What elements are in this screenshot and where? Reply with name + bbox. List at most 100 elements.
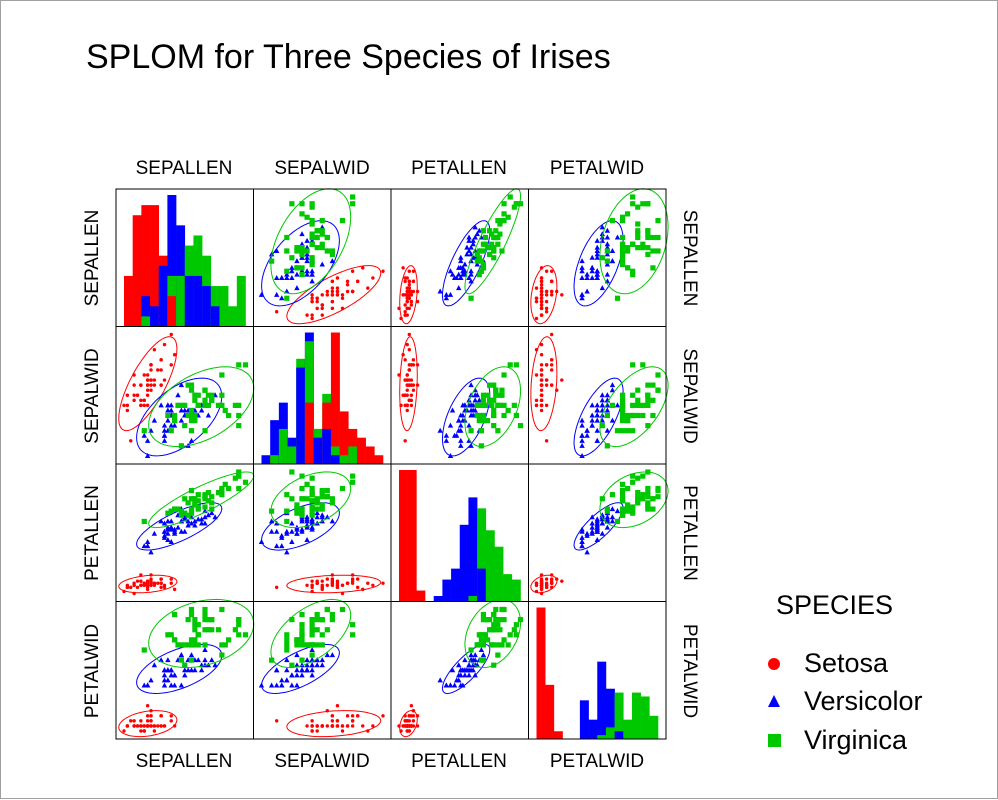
point-versicolor-9: [151, 417, 158, 423]
point-setosa-37: [142, 373, 146, 377]
ellipse-versicolor: [136, 502, 223, 551]
point-setosa-44: [415, 363, 420, 367]
point-virginica-20: [645, 494, 651, 500]
point-versicolor-27: [614, 234, 621, 240]
point-setosa-35: [320, 293, 324, 297]
point-versicolor-31: [279, 534, 285, 540]
point-versicolor-49: [168, 526, 174, 532]
point-virginica-30: [501, 211, 507, 217]
point-virginica-22: [299, 632, 305, 638]
ellipse-group-virginica: [464, 188, 522, 295]
point-virginica-30: [299, 485, 305, 492]
ellipse-versicolor: [136, 377, 223, 457]
point-virginica-48: [329, 500, 335, 506]
point-virginica-11: [484, 637, 491, 643]
point-virginica-9: [655, 485, 661, 492]
point-virginica-14: [650, 265, 656, 271]
point-versicolor-27: [478, 647, 485, 652]
point-virginica-34: [491, 423, 497, 429]
point-virginica-2: [215, 627, 222, 633]
point-virginica-46: [478, 637, 484, 643]
point-virginica-47: [195, 504, 201, 510]
point-virginica-36: [491, 248, 497, 254]
bottom-label-petalwid: PETALWID: [550, 751, 644, 772]
point-versicolor-32: [589, 417, 595, 423]
point-setosa-26: [145, 714, 150, 718]
point-versicolor-25: [466, 662, 472, 668]
point-virginica-28: [635, 412, 641, 419]
point-versicolor-48: [284, 549, 290, 555]
point-virginica-26: [474, 251, 480, 257]
point-setosa-36: [162, 585, 167, 590]
point-versicolor-35: [329, 518, 336, 524]
point-setosa-13: [399, 316, 403, 321]
point-setosa-40: [403, 378, 407, 382]
point-versicolor-0: [599, 392, 606, 398]
point-setosa-48: [156, 581, 160, 585]
point-versicolor-39: [284, 275, 290, 280]
point-virginica-12: [309, 627, 315, 633]
point-setosa-45: [405, 719, 409, 723]
cell-petalwid-sepalwid: [253, 598, 392, 740]
point-versicolor-48: [584, 288, 590, 294]
point-virginica-19: [178, 443, 184, 449]
point-setosa-28: [539, 286, 544, 290]
point-virginica-2: [497, 221, 503, 227]
point-virginica-28: [192, 627, 198, 633]
point-virginica-20: [493, 228, 499, 234]
ellipse-setosa: [399, 265, 418, 325]
point-setosa-23: [149, 709, 153, 713]
point-setosa-44: [415, 714, 420, 718]
point-setosa-44: [549, 363, 554, 367]
point-virginica-45: [482, 234, 489, 241]
hist-bar-virginica-9: [477, 508, 487, 602]
point-versicolor-35: [468, 652, 474, 658]
point-versicolor-39: [458, 275, 464, 280]
point-virginica-13: [478, 268, 484, 274]
ellipse-versicolor: [573, 377, 624, 457]
point-setosa-36: [539, 276, 544, 280]
point-setosa-21: [549, 368, 554, 372]
point-virginica-13: [630, 268, 636, 274]
point-versicolor-45: [589, 402, 595, 408]
point-virginica-12: [489, 231, 495, 237]
point-setosa-12: [139, 729, 143, 733]
point-setosa-26: [549, 293, 554, 297]
point-setosa-47: [132, 393, 136, 397]
cell-sepallen-sepallen: [115, 188, 254, 327]
point-versicolor-0: [599, 224, 606, 230]
cell-sepallen-sepalwid: [253, 188, 392, 327]
point-versicolor-8: [594, 516, 600, 522]
point-versicolor-44: [594, 417, 600, 423]
point-versicolor-12: [268, 682, 275, 688]
point-versicolor-21: [182, 528, 188, 534]
point-versicolor-35: [468, 382, 474, 388]
point-virginica-4: [195, 492, 201, 498]
hist-bar-virginica-2: [141, 316, 151, 327]
point-virginica-46: [188, 428, 195, 434]
point-versicolor-45: [309, 268, 315, 274]
point-setosa-13: [399, 729, 403, 733]
point-virginica-7: [505, 214, 511, 220]
ellipse-group-virginica: [148, 366, 255, 448]
point-setosa-46: [409, 363, 414, 367]
point-setosa-22: [340, 591, 345, 596]
point-virginica-39: [209, 627, 215, 633]
point-setosa-39: [330, 289, 335, 294]
point-versicolor-12: [458, 258, 464, 264]
point-setosa-37: [142, 729, 146, 733]
point-versicolor-14: [165, 536, 171, 542]
point-versicolor-14: [304, 271, 310, 277]
point-virginica-19: [269, 657, 275, 663]
point-setosa-14: [401, 266, 405, 270]
point-virginica-43: [205, 489, 211, 496]
point-virginica-23: [619, 417, 626, 424]
point-versicolor-37: [594, 248, 600, 253]
point-versicolor-28: [604, 407, 611, 413]
point-setosa-48: [345, 283, 350, 287]
point-setosa-31: [330, 714, 335, 718]
point-virginica-12: [309, 231, 315, 237]
point-setosa-9: [315, 729, 319, 733]
point-virginica-2: [497, 627, 503, 633]
point-virginica-41: [209, 617, 215, 623]
